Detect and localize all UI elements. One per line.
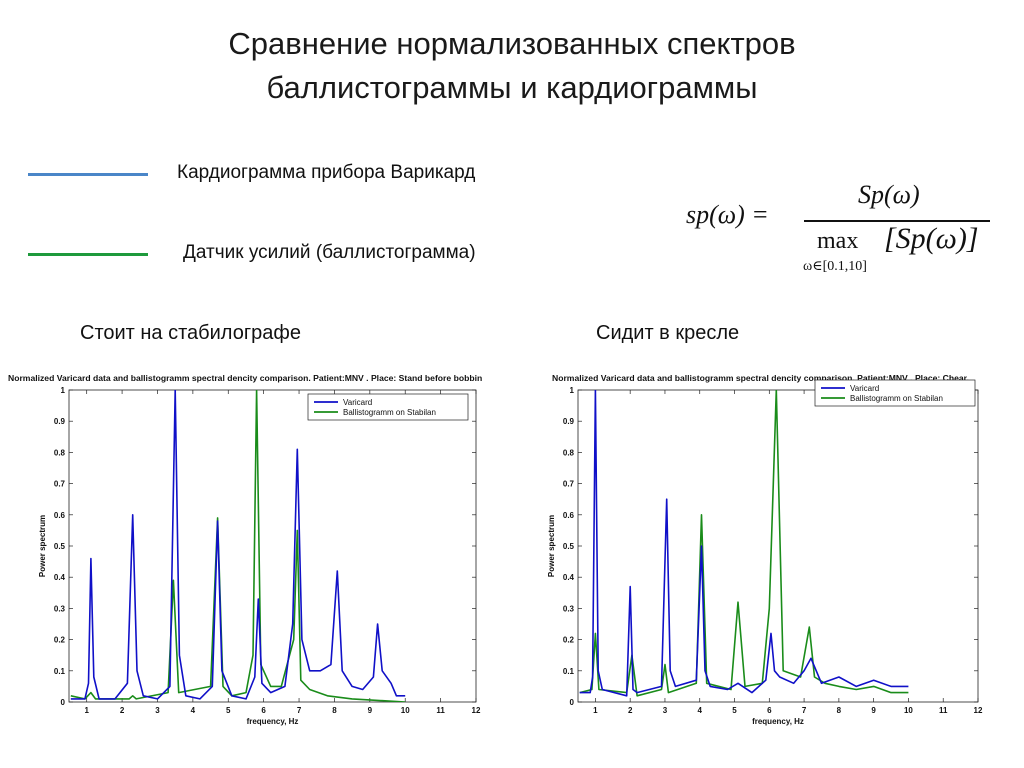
legend-green-line <box>28 253 148 256</box>
x-tick-label: 1 <box>84 706 89 715</box>
y-axis-label: Power spectrum <box>38 515 47 577</box>
legend-entry: Ballistogramm on Stabilan <box>343 408 436 417</box>
x-tick-label: 11 <box>436 706 445 715</box>
caption-left: Стоит на стабилографе <box>80 322 301 344</box>
x-tick-label: 3 <box>663 706 668 715</box>
formula-lhs: sp(ω) = <box>686 200 769 229</box>
y-tick-label: 0.3 <box>54 604 66 613</box>
y-axis-label: Power spectrum <box>547 515 556 577</box>
x-tick-label: 5 <box>732 706 737 715</box>
y-tick-label: 0.4 <box>563 573 575 582</box>
series-line-varicard <box>70 390 406 700</box>
y-tick-label: 0.5 <box>563 542 575 551</box>
x-tick-label: 7 <box>297 706 302 715</box>
y-tick-label: 0.4 <box>54 573 66 582</box>
x-tick-label: 9 <box>368 706 373 715</box>
x-tick-label: 10 <box>904 706 913 715</box>
y-tick-label: 0.3 <box>563 604 575 613</box>
slide-title: Сравнение нормализованных спектров балли… <box>0 22 1024 110</box>
slide-title-line2: баллистограммы и кардиограммы <box>266 70 758 105</box>
formula-subscript: ω∈[0.1,10] <box>803 259 867 274</box>
formula-numerator: Sp(ω) <box>858 180 920 209</box>
x-tick-label: 3 <box>155 706 160 715</box>
y-tick-label: 1 <box>61 386 66 395</box>
y-tick-label: 0.2 <box>54 636 66 645</box>
y-tick-label: 0.1 <box>54 667 66 676</box>
slide-title-line1: Сравнение нормализованных спектров <box>228 26 796 61</box>
y-tick-label: 0.9 <box>54 417 66 426</box>
y-tick-label: 0.2 <box>563 636 575 645</box>
x-tick-label: 2 <box>120 706 125 715</box>
y-tick-label: 0.1 <box>563 667 575 676</box>
x-tick-label: 5 <box>226 706 231 715</box>
legend-entry: Ballistogramm on Stabilan <box>850 394 943 403</box>
x-tick-label: 10 <box>401 706 410 715</box>
spectrum-chart-sitting: Normalized Varicard data and ballistogra… <box>547 373 983 726</box>
chart-title: Normalized Varicard data and ballistogra… <box>552 373 969 383</box>
y-tick-label: 0.6 <box>563 511 575 520</box>
formula-max: max <box>817 228 859 254</box>
chart-legend <box>307 393 469 421</box>
x-tick-label: 8 <box>837 706 842 715</box>
x-tick-label: 12 <box>974 706 983 715</box>
chart-legend <box>814 379 976 407</box>
y-tick-label: 0.7 <box>563 480 575 489</box>
chart-title: Normalized Varicard data and ballistogra… <box>8 373 482 383</box>
y-tick-label: 0.6 <box>54 511 66 520</box>
x-tick-label: 1 <box>593 706 598 715</box>
x-axis-label: frequency, Hz <box>752 717 804 726</box>
x-tick-label: 7 <box>802 706 807 715</box>
y-tick-label: 0 <box>61 698 66 707</box>
y-tick-label: 0.8 <box>563 448 575 457</box>
spectrum-chart-standing: Normalized Varicard data and ballistogra… <box>8 373 482 726</box>
formula-denominator-arg: [Sp(ω)] <box>884 222 979 255</box>
series-line-varicard <box>579 390 909 697</box>
y-tick-label: 0 <box>570 698 575 707</box>
x-tick-label: 4 <box>698 706 703 715</box>
plot-area <box>68 389 477 703</box>
x-tick-label: 6 <box>261 706 266 715</box>
y-tick-label: 0.5 <box>54 542 66 551</box>
x-tick-label: 12 <box>472 706 481 715</box>
y-tick-label: 1 <box>570 386 575 395</box>
y-tick-label: 0.8 <box>54 448 66 457</box>
x-tick-label: 8 <box>332 706 337 715</box>
legend-green-label: Датчик усилий (баллистограмма) <box>183 242 476 263</box>
legend-entry: Varicard <box>850 384 879 393</box>
x-tick-label: 2 <box>628 706 633 715</box>
formula-fraction-bar <box>804 220 990 222</box>
caption-right: Сидит в кресле <box>596 322 740 344</box>
x-tick-label: 9 <box>871 706 876 715</box>
legend-entry: Varicard <box>343 398 372 407</box>
y-tick-label: 0.7 <box>54 480 66 489</box>
x-tick-label: 4 <box>191 706 196 715</box>
legend-blue-label: Кардиограмма прибора Варикард <box>177 162 476 183</box>
x-axis-label: frequency, Hz <box>247 717 299 726</box>
legend-blue-line <box>28 173 148 176</box>
series-line-ballistogramm <box>579 390 909 697</box>
x-tick-label: 11 <box>939 706 948 715</box>
x-tick-label: 6 <box>767 706 772 715</box>
y-tick-label: 0.9 <box>563 417 575 426</box>
